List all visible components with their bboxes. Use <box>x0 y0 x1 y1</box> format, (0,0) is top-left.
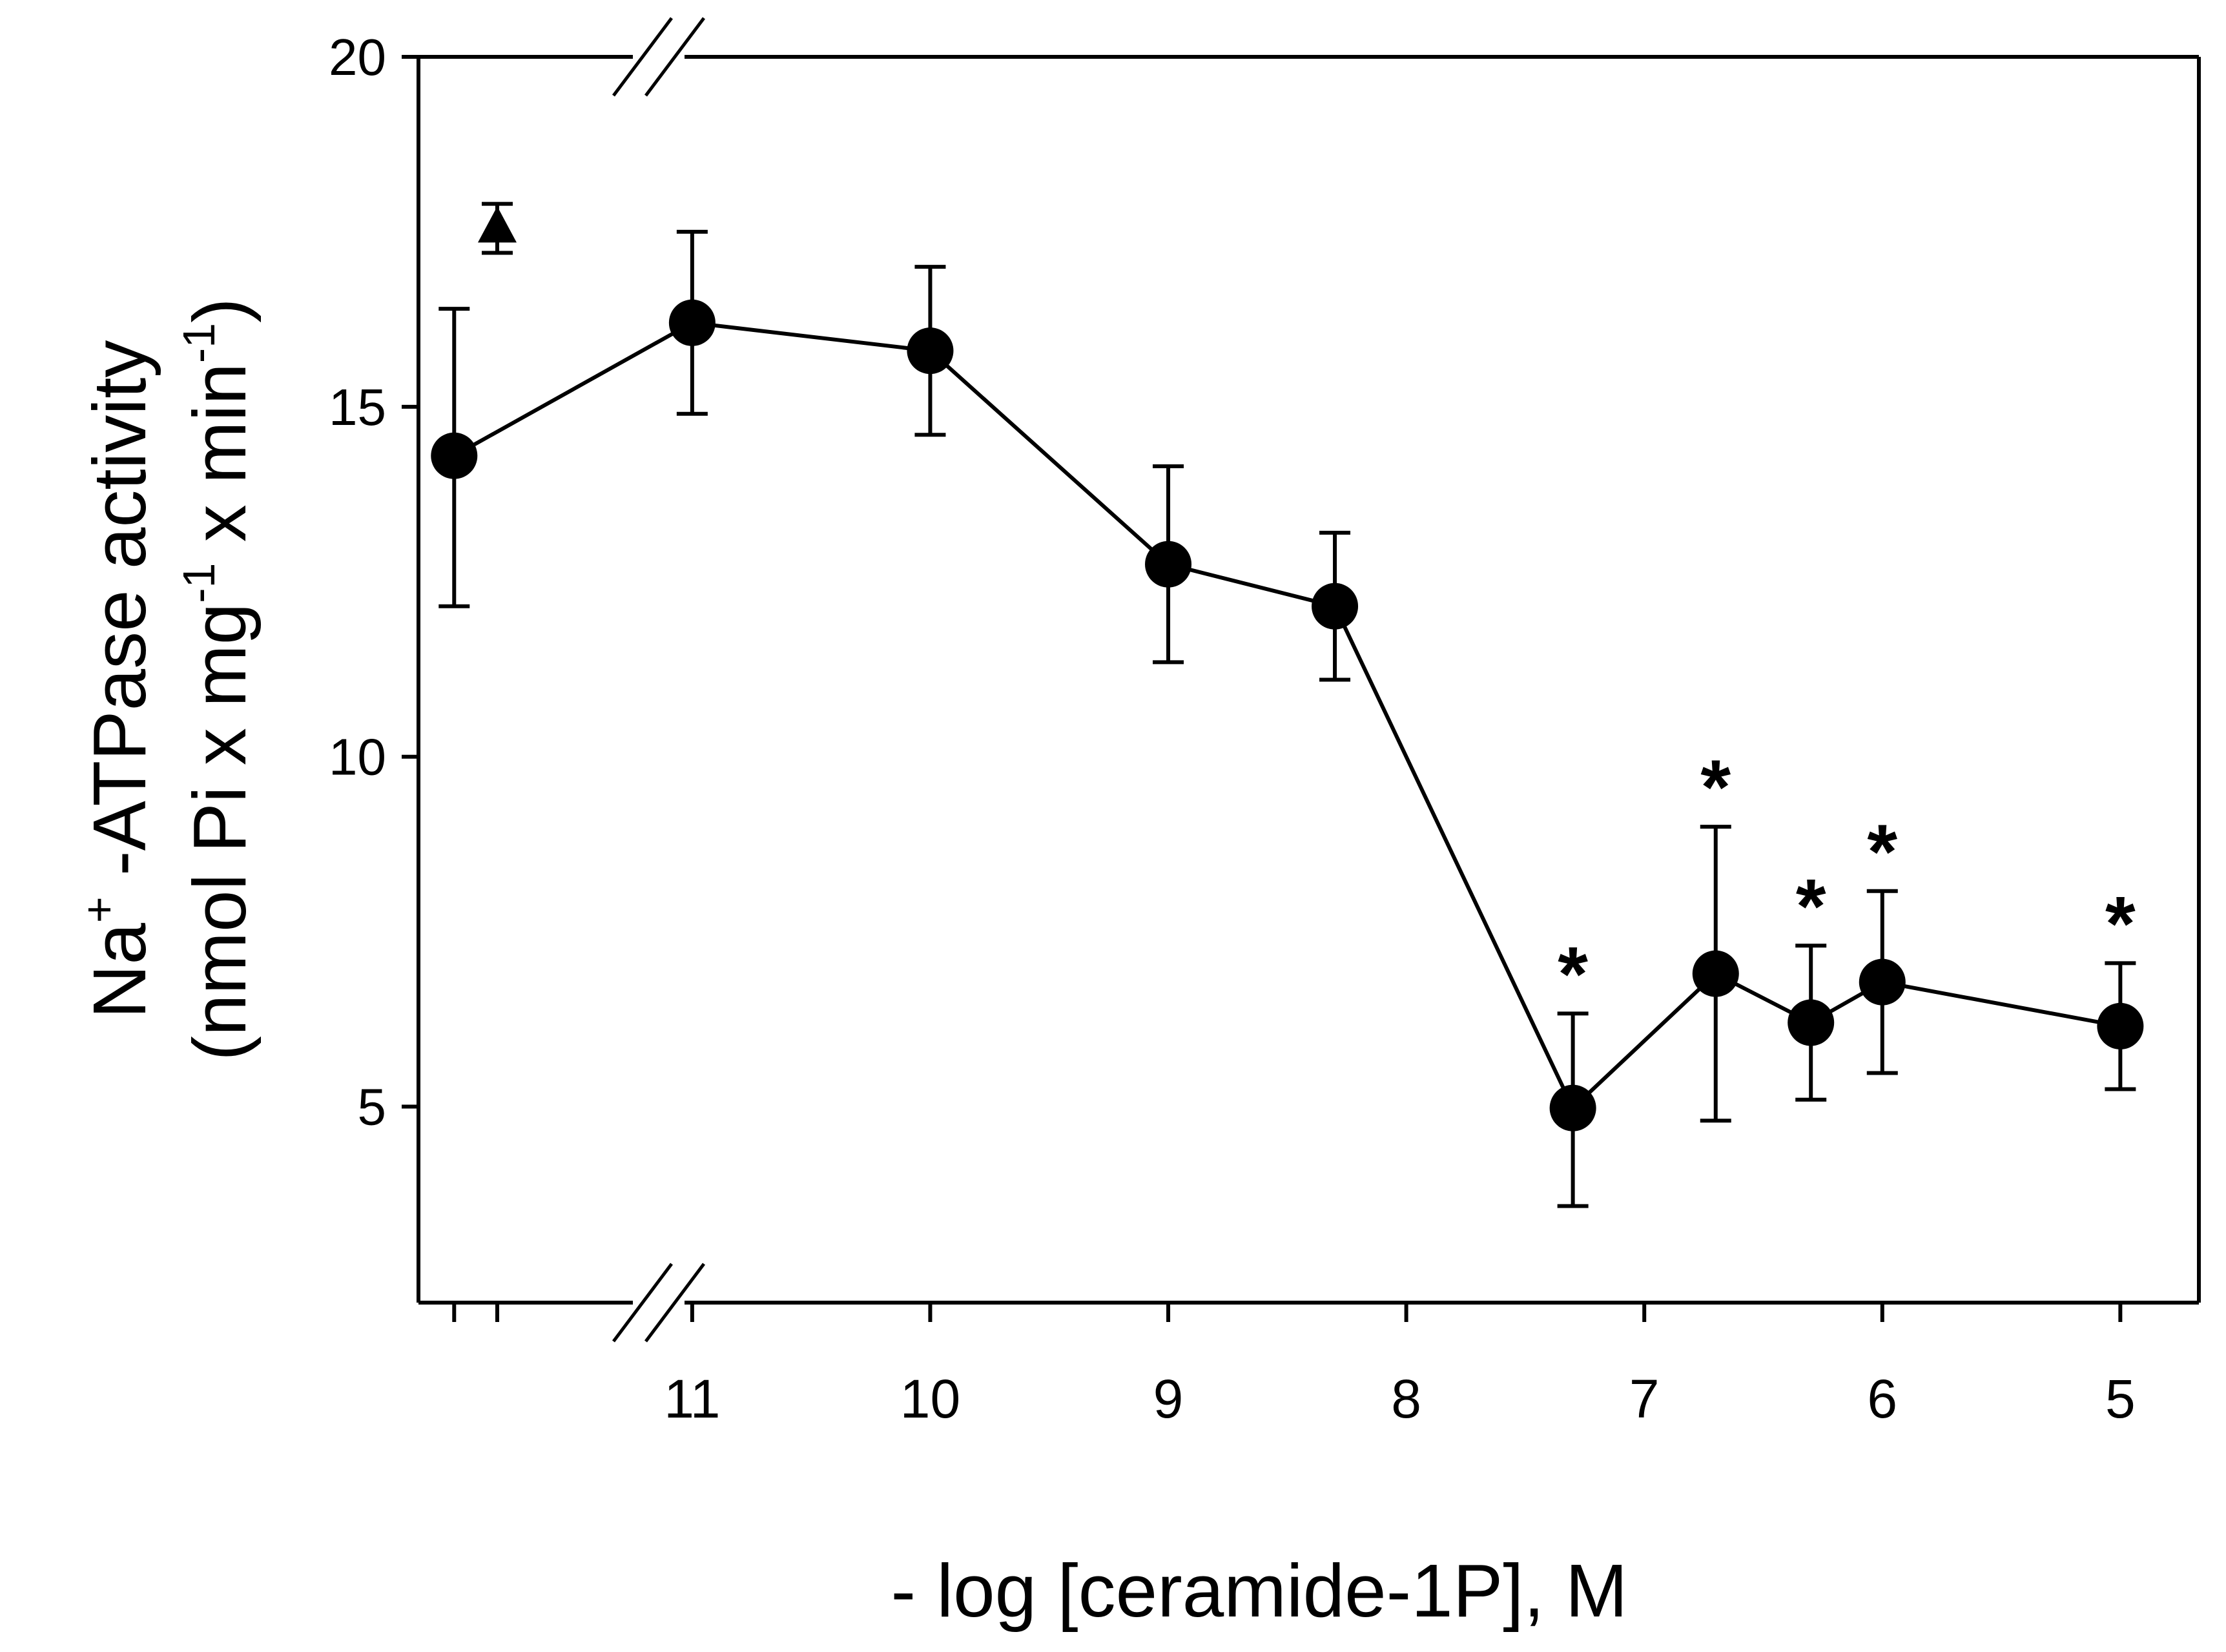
x-tick-label-8: 8 <box>1391 1368 1421 1429</box>
significance-star-5: * <box>1558 931 1588 1017</box>
x-tick-label-6: 6 <box>1867 1368 1897 1429</box>
y-tick-label-5: 5 <box>358 1079 387 1136</box>
significance-marks-group: * * * * * <box>1558 744 2136 1017</box>
control-triangle-marker <box>478 206 517 243</box>
axis-break-top <box>612 17 705 97</box>
y-axis-ticks: 5 10 15 20 <box>329 28 418 1136</box>
data-point-5 <box>1549 1084 1596 1131</box>
y-title-na: Na <box>77 923 161 1019</box>
x-tick-label-11: 11 <box>664 1368 720 1429</box>
x-tick-label-5: 5 <box>2105 1368 2136 1429</box>
y-tick-label-10: 10 <box>329 728 386 786</box>
data-point-1 <box>668 299 716 346</box>
x-tick-label-10: 10 <box>900 1368 960 1429</box>
control-group <box>478 201 517 255</box>
data-point-4 <box>1312 583 1359 630</box>
y-title-rest: -ATPase activity <box>77 340 161 897</box>
significance-star-9: * <box>2105 880 2136 967</box>
data-point-2 <box>907 327 954 375</box>
y-tick-label-20: 20 <box>329 28 386 86</box>
data-point-8 <box>1859 958 1906 1006</box>
significance-star-8: * <box>1867 809 1897 895</box>
data-point-0 <box>431 432 478 479</box>
x-tick-label-7: 7 <box>1629 1368 1660 1429</box>
y-axis-title-line1: Na+ -ATPase activity <box>74 340 161 1019</box>
series-line-group <box>453 320 2121 1111</box>
data-line <box>453 320 2121 1111</box>
significance-star-7: * <box>1796 863 1826 949</box>
data-point-3 <box>1145 541 1192 588</box>
y-tick-label-15: 15 <box>329 378 386 436</box>
y-title-plus: + <box>74 896 124 923</box>
y-title-sup2: -1 <box>174 323 224 363</box>
significance-star-6: * <box>1700 744 1731 831</box>
y-title-sup1: -1 <box>174 563 224 603</box>
error-bars-group <box>438 229 2136 1208</box>
markers-group <box>431 299 2144 1131</box>
x-tick-label-9: 9 <box>1153 1368 1184 1429</box>
data-point-9 <box>2097 1002 2144 1049</box>
y-axis-title-line2: (nmol Pi x mg-1 x min-1) <box>174 298 262 1061</box>
y-title-xmin: x min <box>178 363 262 563</box>
y-title-paren-c: ) <box>178 298 262 323</box>
data-point-6 <box>1692 950 1739 997</box>
data-point-7 <box>1788 999 1835 1046</box>
x-axis-title: - log [ceramide-1P], M <box>891 1549 1627 1633</box>
axis-break-bottom <box>612 1263 705 1343</box>
x-axis-ticks: 11 10 9 8 7 6 5 <box>452 1303 2136 1429</box>
y-title-paren-a: (nmol Pi x mg <box>178 603 262 1061</box>
